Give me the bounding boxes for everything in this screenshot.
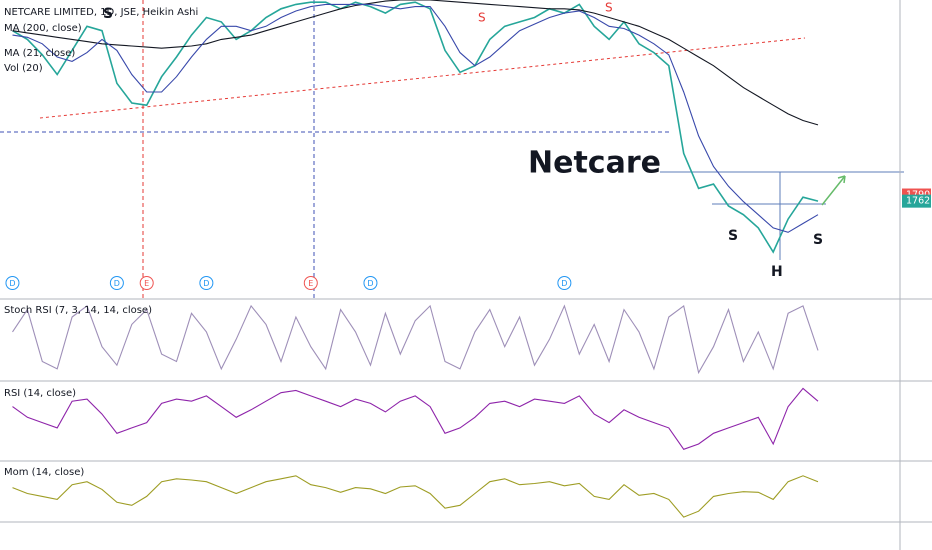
series-line [12, 475, 819, 518]
event-label: D [9, 279, 15, 288]
price-tag [902, 194, 931, 208]
price-tag-label: 1762 [906, 196, 930, 207]
legends: NETCARE LIMITED, 1D, JSE, Heikin Ashi MA… [4, 7, 198, 478]
series-line [12, 1, 819, 254]
event-marker [363, 276, 378, 290]
event-marker [5, 276, 20, 290]
event-marker [557, 276, 572, 290]
event-marker [109, 276, 124, 290]
annotation: S [605, 1, 613, 15]
event-marker [303, 276, 318, 290]
legend-entry: Vol (20) [4, 63, 43, 74]
annotation: S [103, 6, 113, 22]
marks [5, 0, 819, 518]
panel-title: Stoch RSI (7, 3, 14, 14, close) [4, 305, 152, 316]
event-label: D [367, 279, 373, 288]
series-line [12, 3, 819, 233]
event-label: E [144, 279, 149, 288]
event-marker [139, 276, 154, 290]
event-label: D [114, 279, 120, 288]
legend-entry: MA (21, close) [4, 48, 75, 59]
drawings [0, 0, 904, 298]
chart-title: NETCARE LIMITED, 1D, JSE, Heikin Ashi [4, 7, 198, 18]
legend-entry: MA (200, close) [4, 23, 82, 34]
annotation: H [771, 264, 783, 280]
event-marker [199, 276, 214, 290]
event-label: D [561, 279, 567, 288]
annotation: S [813, 232, 823, 248]
panel-title: Mom (14, close) [4, 467, 84, 478]
annotation: S [728, 228, 738, 244]
series-line [12, 304, 819, 375]
arrow-head [837, 175, 846, 184]
series-line [12, 387, 819, 450]
annotations: Netcare S H S S S S [103, 1, 823, 281]
annotation: Netcare [528, 146, 661, 181]
event-label: D [203, 279, 209, 288]
panel-title: RSI (14, close) [4, 388, 76, 399]
annotation: S [478, 11, 486, 25]
trendline [39, 37, 806, 119]
arrow [821, 175, 846, 206]
series-line [12, 0, 819, 126]
event-label: E [308, 279, 313, 288]
